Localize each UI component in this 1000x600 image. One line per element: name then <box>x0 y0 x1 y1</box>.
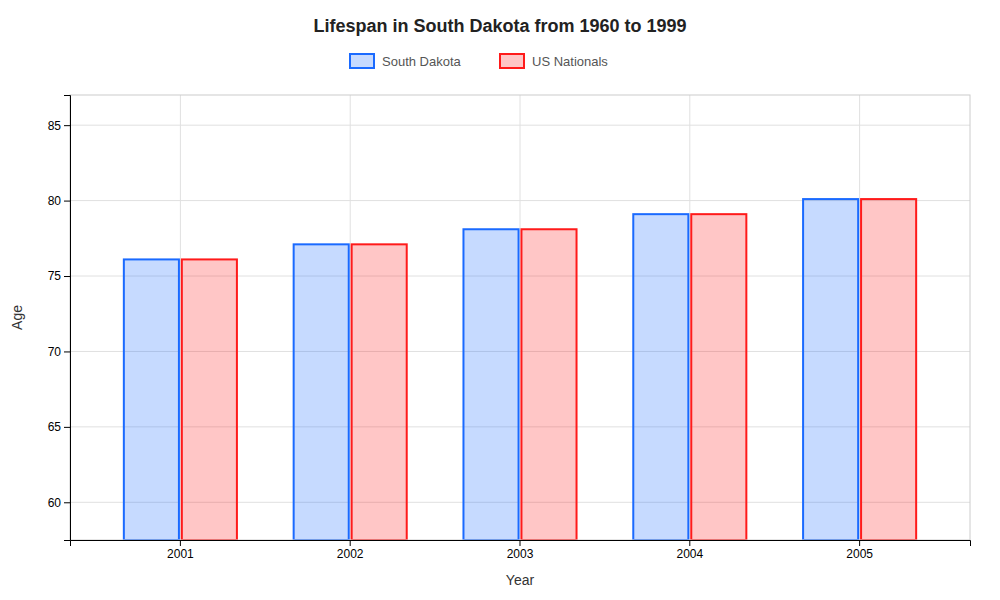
y-tick: 80 <box>48 194 70 208</box>
grid-line-x <box>689 95 690 540</box>
chart: 2001 2002 2003 2004 2005 60 65 70 75 80 85 Year Age L… <box>0 0 1000 600</box>
y-axis-title: Age <box>9 305 25 330</box>
x-axis-title: Year <box>506 572 535 588</box>
y-tick: 65 <box>48 420 70 434</box>
grid-line-x <box>520 95 521 540</box>
y-axis: 60 65 70 75 80 85 <box>48 96 71 541</box>
y-tick-mark <box>64 351 70 352</box>
y-tick-label: 65 <box>48 420 62 434</box>
chart-title: Lifespan in South Dakota from 1960 to 19… <box>313 16 686 36</box>
y-tick-mark <box>64 427 70 428</box>
y-tick-label: 85 <box>48 119 62 133</box>
series <box>124 199 858 540</box>
bar <box>463 229 518 540</box>
bar <box>124 259 179 540</box>
bars <box>124 199 916 540</box>
bar <box>691 214 746 540</box>
plot: 2001 2002 2003 2004 2005 60 65 70 75 80 85 <box>48 95 971 561</box>
x-tick: 2002 <box>337 540 364 561</box>
x-tick-mark <box>180 540 181 546</box>
grid-line-x <box>350 95 351 540</box>
y-tick: 70 <box>48 345 70 359</box>
y-tick-mark <box>64 502 70 503</box>
y-tick: 60 <box>48 496 70 510</box>
bar <box>521 229 576 540</box>
y-tick-mark <box>64 276 70 277</box>
y-tick-mark <box>64 125 70 126</box>
y-tick-mark <box>64 201 70 202</box>
y-axis-line <box>64 96 71 541</box>
y-tick: 85 <box>48 119 70 133</box>
x-tick-label: 2003 <box>507 547 534 561</box>
y-tick-label: 70 <box>48 345 62 359</box>
x-tick-label: 2002 <box>337 547 364 561</box>
bar <box>803 199 858 540</box>
bar <box>633 214 688 540</box>
x-tick-mark <box>689 540 690 546</box>
legend-item: South Dakota <box>350 54 462 69</box>
legend-swatch <box>500 54 524 68</box>
x-tick-label: 2001 <box>167 547 194 561</box>
y-tick-label: 60 <box>48 496 62 510</box>
y-tick-label: 80 <box>48 194 62 208</box>
x-tick-mark <box>859 540 860 546</box>
bar <box>182 259 237 540</box>
x-tick-mark <box>520 540 521 546</box>
x-axis-line <box>71 541 971 547</box>
plot-frame <box>70 95 970 540</box>
y-tick: 75 <box>48 269 70 283</box>
bar <box>294 244 349 540</box>
grid-line-x <box>180 95 181 540</box>
bar <box>861 199 916 540</box>
x-tick: 2004 <box>676 540 703 561</box>
x-tick: 2003 <box>507 540 534 561</box>
x-tick-label: 2005 <box>846 547 873 561</box>
legend-label: US Nationals <box>532 54 608 69</box>
bar <box>352 244 407 540</box>
x-axis: 2001 2002 2003 2004 2005 <box>71 540 971 561</box>
grid-line-x <box>859 95 860 540</box>
legend-swatch <box>350 54 374 68</box>
legend: South Dakota US Nationals <box>350 54 608 69</box>
x-tick-label: 2004 <box>676 547 703 561</box>
grid <box>70 95 970 540</box>
y-tick-label: 75 <box>48 269 62 283</box>
legend-label: South Dakota <box>382 54 462 69</box>
series <box>182 199 916 540</box>
legend-item: US Nationals <box>500 54 608 69</box>
x-tick: 2001 <box>167 540 194 561</box>
x-tick-mark <box>350 540 351 546</box>
x-tick: 2005 <box>846 540 873 561</box>
